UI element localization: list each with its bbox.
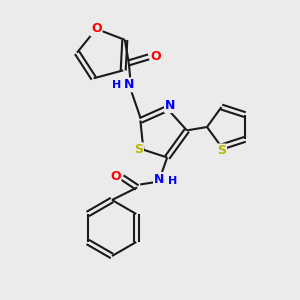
Text: S: S [134,143,143,156]
Text: O: O [110,170,121,183]
Text: O: O [151,50,161,63]
Text: H: H [168,176,177,187]
Text: O: O [91,22,102,35]
Text: N: N [165,99,175,112]
Text: S: S [217,145,226,158]
Text: N: N [124,78,134,91]
Text: H: H [112,80,122,90]
Text: N: N [154,173,164,186]
